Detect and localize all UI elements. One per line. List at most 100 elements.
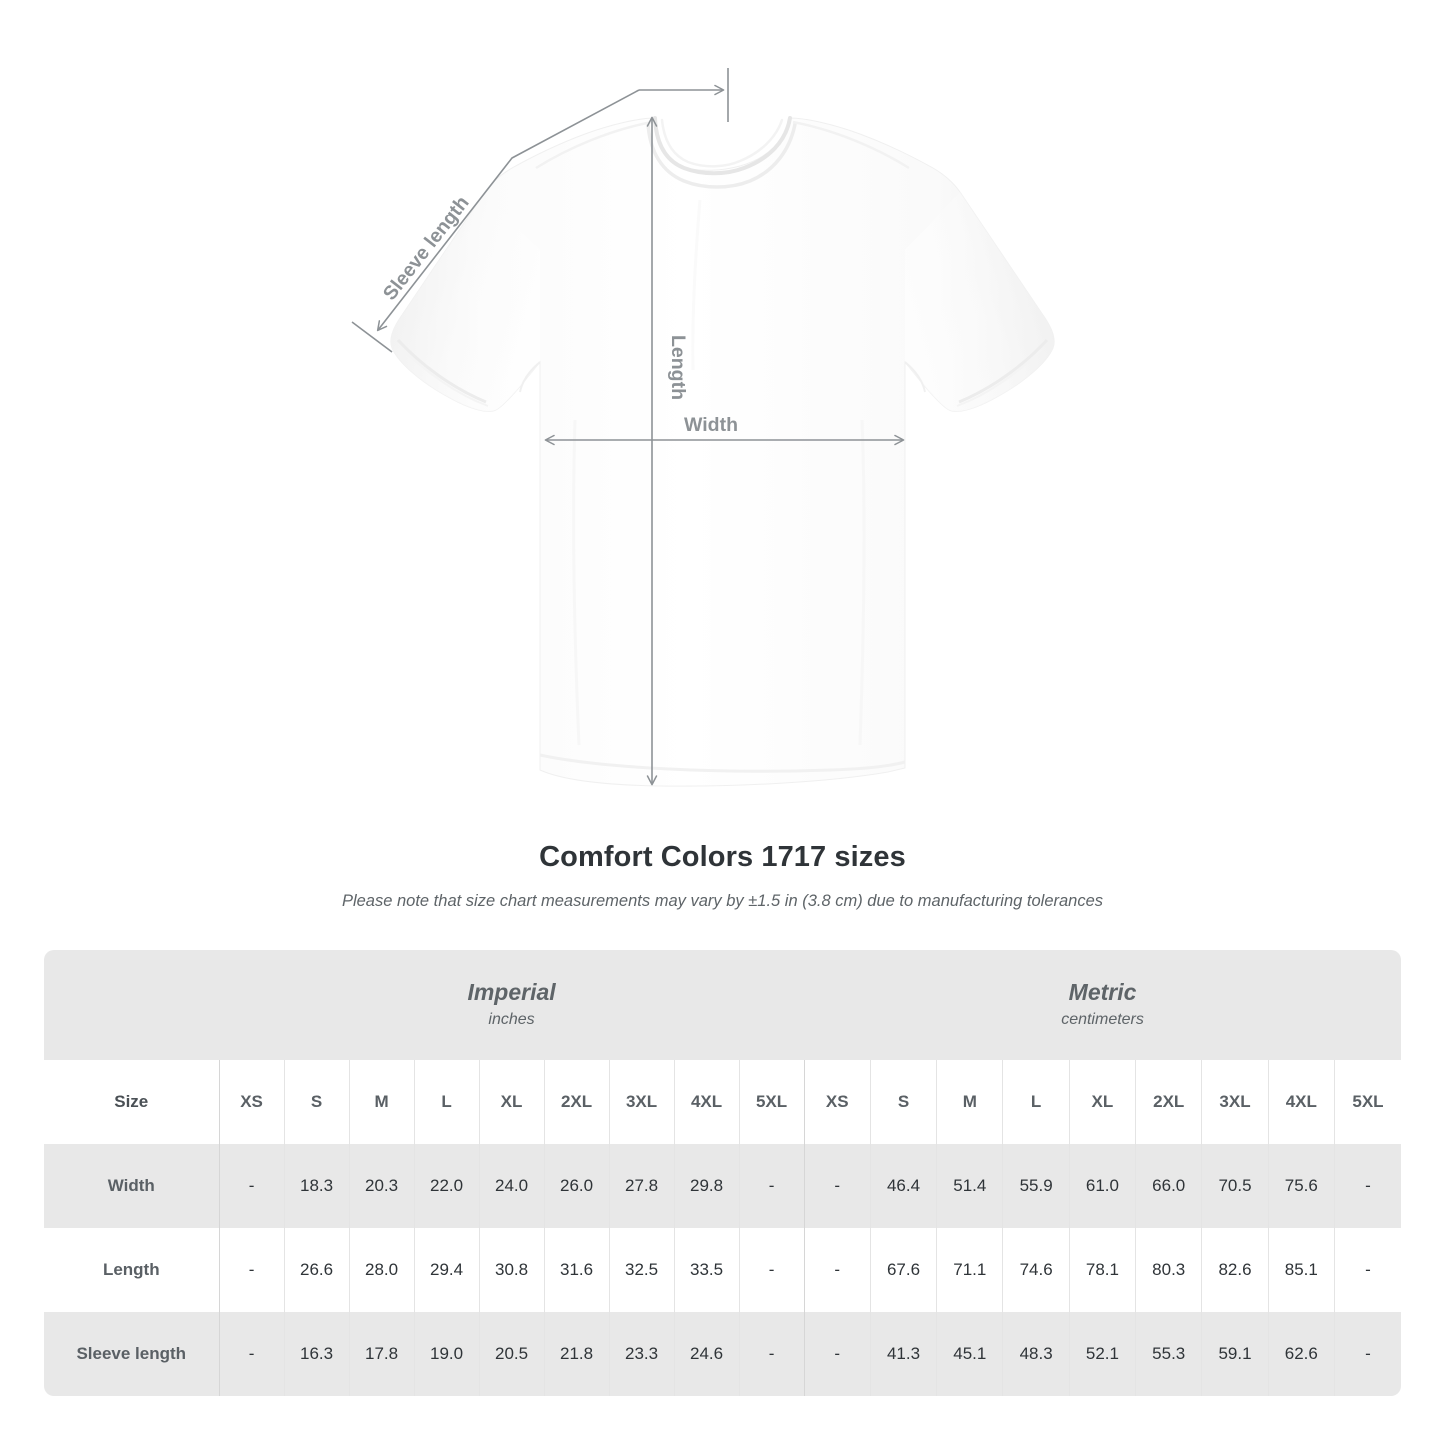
cell-width-metric-2xl: 66.0 [1135, 1144, 1203, 1228]
cell-sleeve-metric-2xl: 55.3 [1135, 1312, 1203, 1396]
size-header-imperial-m: M [349, 1060, 415, 1144]
imperial-unit-cell: Imperial inches [219, 950, 805, 1060]
cell-width-imperial-3xl: 27.8 [609, 1144, 675, 1228]
cell-width-imperial-xs: - [219, 1144, 285, 1228]
tshirt-illustration: Sleeve length Length Width [351, 68, 1055, 787]
size-header-imperial-4xl: 4XL [674, 1060, 740, 1144]
cell-width-metric-m: 51.4 [936, 1144, 1004, 1228]
cell-length-metric-2xl: 80.3 [1135, 1228, 1203, 1312]
size-header-metric-m: M [936, 1060, 1004, 1144]
size-header-metric-s: S [870, 1060, 938, 1144]
cell-length-metric-s: 67.6 [870, 1228, 938, 1312]
size-header-imperial-2xl: 2XL [544, 1060, 610, 1144]
page-title: Comfort Colors 1717 sizes [539, 841, 906, 873]
cell-sleeve-metric-l: 48.3 [1002, 1312, 1070, 1396]
cell-length-metric-xs: - [804, 1228, 871, 1312]
sleeve-length-diagonal-arrow [376, 89, 640, 332]
cell-width-imperial-s: 18.3 [284, 1144, 350, 1228]
cell-length-imperial-l: 29.4 [414, 1228, 480, 1312]
length-annotation: Length [646, 68, 729, 786]
size-header-imperial-xs: XS [219, 1060, 285, 1144]
cell-sleeve-imperial-s: 16.3 [284, 1312, 350, 1396]
size-header-metric-3xl: 3XL [1201, 1060, 1269, 1144]
cell-width-imperial-2xl: 26.0 [544, 1144, 610, 1228]
metric-unit-cell: Metric centimeters [804, 950, 1401, 1060]
metric-unit-name: Metric [1068, 979, 1137, 1005]
cell-width-metric-3xl: 70.5 [1201, 1144, 1269, 1228]
table-row: Width - 18.3 20.3 22.0 24.0 26.0 27.8 29… [44, 1144, 1401, 1228]
cell-sleeve-metric-s: 41.3 [870, 1312, 938, 1396]
row-label-sleeve-length: Sleeve length [44, 1312, 220, 1396]
imperial-unit-sub: inches [488, 1011, 535, 1028]
size-table: Imperial inches Metric centimeters Size … [44, 950, 1401, 1396]
unit-row-spacer [44, 950, 220, 1060]
cell-length-imperial-2xl: 31.6 [544, 1228, 610, 1312]
cell-width-imperial-m: 20.3 [349, 1144, 415, 1228]
cell-sleeve-metric-5xl: - [1334, 1312, 1401, 1396]
cell-width-metric-5xl: - [1334, 1144, 1401, 1228]
size-header-row: Size XS S M L XL 2XL 3XL 4XL 5XL XS S M … [44, 1060, 1401, 1144]
imperial-unit-name: Imperial [467, 979, 556, 1005]
cell-width-metric-l: 55.9 [1002, 1144, 1070, 1228]
metric-unit-sub: centimeters [1061, 1011, 1144, 1028]
cell-length-metric-xl: 78.1 [1069, 1228, 1137, 1312]
cell-sleeve-imperial-4xl: 24.6 [674, 1312, 740, 1396]
cell-sleeve-metric-3xl: 59.1 [1201, 1312, 1269, 1396]
size-column-label: Size [44, 1060, 220, 1144]
cell-width-metric-xl: 61.0 [1069, 1144, 1137, 1228]
cell-width-imperial-5xl: - [739, 1144, 805, 1228]
cell-length-metric-4xl: 85.1 [1268, 1228, 1335, 1312]
row-label-width: Width [44, 1144, 220, 1228]
size-header-metric-xs: XS [804, 1060, 871, 1144]
cell-length-imperial-xl: 30.8 [479, 1228, 545, 1312]
cell-length-imperial-m: 28.0 [349, 1228, 415, 1312]
cell-length-imperial-3xl: 32.5 [609, 1228, 675, 1312]
width-label: Width [684, 414, 738, 436]
table-row: Sleeve length - 16.3 17.8 19.0 20.5 21.8… [44, 1312, 1401, 1396]
tshirt-garment-shape [390, 116, 1055, 787]
cell-length-imperial-4xl: 33.5 [674, 1228, 740, 1312]
length-label: Length [667, 335, 689, 400]
size-header-imperial-xl: XL [479, 1060, 545, 1144]
cell-length-metric-m: 71.1 [936, 1228, 1004, 1312]
cell-sleeve-imperial-2xl: 21.8 [544, 1312, 610, 1396]
tolerance-note: Please note that size chart measurements… [341, 892, 1104, 910]
cell-sleeve-imperial-3xl: 23.3 [609, 1312, 675, 1396]
cell-width-imperial-4xl: 29.8 [674, 1144, 740, 1228]
table-row: Length - 26.6 28.0 29.4 30.8 31.6 32.5 3… [44, 1228, 1401, 1312]
width-annotation: Width [544, 414, 905, 446]
cell-length-imperial-s: 26.6 [284, 1228, 350, 1312]
cell-sleeve-imperial-xl: 20.5 [479, 1312, 545, 1396]
row-label-length: Length [44, 1228, 220, 1312]
cell-width-imperial-l: 22.0 [414, 1144, 480, 1228]
cell-sleeve-imperial-l: 19.0 [414, 1312, 480, 1396]
cell-length-metric-l: 74.6 [1002, 1228, 1070, 1312]
size-header-metric-xl: XL [1069, 1060, 1137, 1144]
cell-sleeve-metric-xl: 52.1 [1069, 1312, 1137, 1396]
cell-length-metric-3xl: 82.6 [1201, 1228, 1269, 1312]
size-header-imperial-3xl: 3XL [609, 1060, 675, 1144]
cell-length-imperial-5xl: - [739, 1228, 805, 1312]
cell-sleeve-imperial-m: 17.8 [349, 1312, 415, 1396]
size-header-metric-4xl: 4XL [1268, 1060, 1335, 1144]
cell-width-imperial-xl: 24.0 [479, 1144, 545, 1228]
cell-width-metric-s: 46.4 [870, 1144, 938, 1228]
size-header-imperial-5xl: 5XL [739, 1060, 805, 1144]
title-block: Comfort Colors 1717 sizes Please note th… [0, 838, 1445, 912]
cell-length-imperial-xs: - [219, 1228, 285, 1312]
size-header-metric-5xl: 5XL [1334, 1060, 1401, 1144]
cell-width-metric-xs: - [804, 1144, 871, 1228]
size-header-metric-l: L [1002, 1060, 1070, 1144]
size-header-imperial-l: L [414, 1060, 480, 1144]
cell-sleeve-imperial-xs: - [219, 1312, 285, 1396]
cell-sleeve-metric-4xl: 62.6 [1268, 1312, 1335, 1396]
cell-length-metric-5xl: - [1334, 1228, 1401, 1312]
cell-sleeve-metric-m: 45.1 [936, 1312, 1004, 1396]
size-header-imperial-s: S [284, 1060, 350, 1144]
cell-width-metric-4xl: 75.6 [1268, 1144, 1335, 1228]
size-header-metric-2xl: 2XL [1135, 1060, 1203, 1144]
cell-sleeve-metric-xs: - [804, 1312, 871, 1396]
tshirt-diagram: Sleeve length Length Width [351, 68, 1055, 787]
size-table-container: Imperial inches Metric centimeters Size … [44, 950, 1401, 1396]
